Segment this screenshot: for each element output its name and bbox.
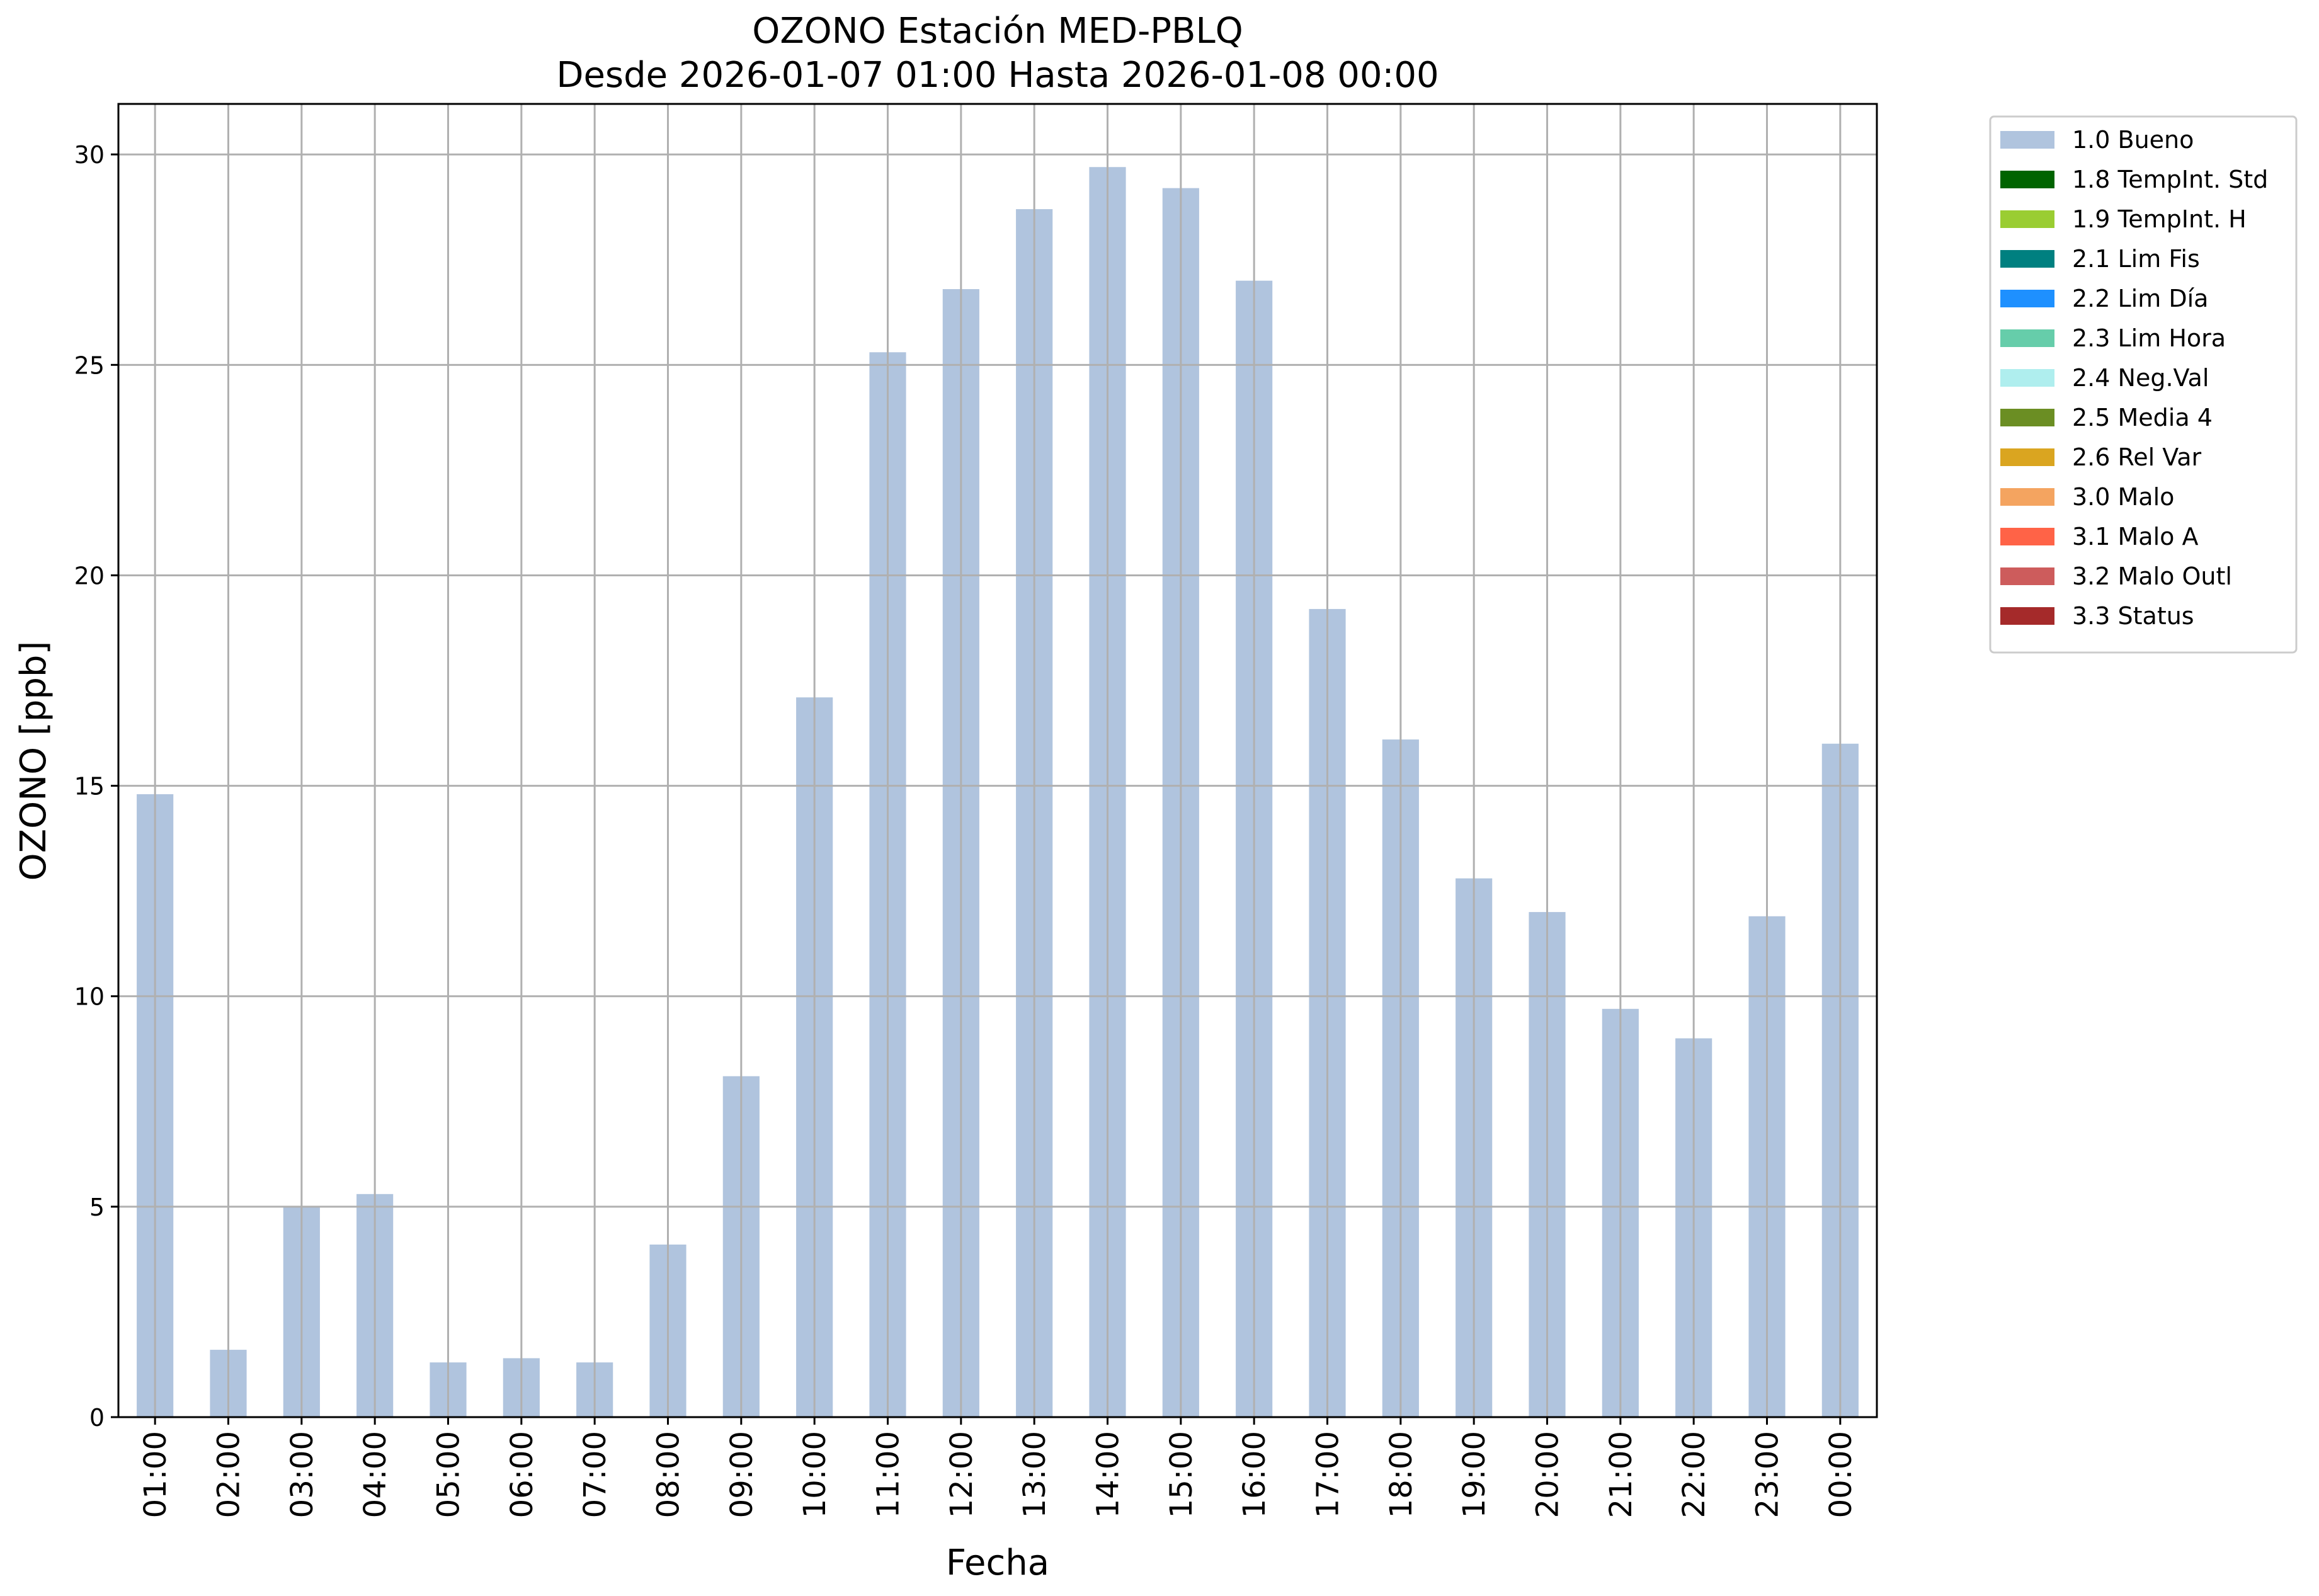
legend-item-label: 2.4 Neg.Val xyxy=(2072,364,2209,392)
x-tick-label: 01:00 xyxy=(138,1431,173,1518)
y-tick-label: 0 xyxy=(89,1404,105,1432)
legend-item-label: 2.2 Lim Día xyxy=(2072,285,2208,312)
legend-swatch xyxy=(2000,171,2054,188)
legend-swatch xyxy=(2000,567,2054,585)
legend-item-label: 3.0 Malo xyxy=(2072,483,2174,511)
x-tick-label: 14:00 xyxy=(1091,1431,1126,1518)
legend-swatch xyxy=(2000,210,2054,228)
x-tick-label: 17:00 xyxy=(1311,1431,1346,1518)
legend-swatch xyxy=(2000,250,2054,268)
x-tick-label: 21:00 xyxy=(1604,1431,1639,1518)
x-tick-label: 10:00 xyxy=(797,1431,833,1518)
legend-item-label: 2.1 Lim Fis xyxy=(2072,245,2200,273)
y-axis-label: OZONO [ppb] xyxy=(13,641,54,881)
chart-title: OZONO Estación MED-PBLQ xyxy=(752,11,1243,52)
legend-item-label: 2.3 Lim Hora xyxy=(2072,324,2226,352)
x-tick-label: 09:00 xyxy=(724,1431,760,1518)
x-tick-label: 07:00 xyxy=(578,1431,613,1518)
x-tick-label: 16:00 xyxy=(1237,1431,1272,1518)
legend-item-label: 3.1 Malo A xyxy=(2072,523,2198,550)
x-tick-label: 12:00 xyxy=(944,1431,979,1518)
legend-item-label: 3.2 Malo Outl xyxy=(2072,562,2232,590)
legend-swatch xyxy=(2000,448,2054,466)
x-tick-label: 05:00 xyxy=(431,1431,467,1518)
legend-swatch xyxy=(2000,607,2054,625)
legend: 1.0 Bueno 1.8 TempInt. Std 1.9 TempInt. H 2… xyxy=(1989,115,2298,654)
x-tick-label: 03:00 xyxy=(285,1431,320,1518)
legend-item-label: 1.9 TempInt. H xyxy=(2072,205,2247,233)
legend-item-label: 2.5 Media 4 xyxy=(2072,404,2213,431)
legend-item-label: 1.8 TempInt. Std xyxy=(2072,166,2268,193)
x-tick-label: 00:00 xyxy=(1823,1431,1859,1518)
legend-swatch xyxy=(2000,131,2054,149)
x-tick-label: 20:00 xyxy=(1530,1431,1566,1518)
x-tick-label: 22:00 xyxy=(1677,1431,1712,1518)
legend-item-label: 1.0 Bueno xyxy=(2072,126,2194,154)
legend-frame xyxy=(1989,115,2298,654)
legend-swatch xyxy=(2000,329,2054,347)
x-tick-label: 13:00 xyxy=(1017,1431,1052,1518)
x-tick-label: 15:00 xyxy=(1164,1431,1199,1518)
legend-swatch xyxy=(2000,528,2054,545)
x-tick-label: 11:00 xyxy=(871,1431,906,1518)
x-tick-label: 02:00 xyxy=(212,1431,247,1518)
legend-swatch xyxy=(2000,409,2054,426)
x-tick-label: 04:00 xyxy=(358,1431,393,1518)
legend-swatch xyxy=(2000,488,2054,506)
x-tick-label: 06:00 xyxy=(504,1431,540,1518)
x-tick-label: 18:00 xyxy=(1384,1431,1419,1518)
y-tick-label: 15 xyxy=(74,773,105,801)
y-tick-label: 30 xyxy=(74,141,105,169)
x-tick-label: 08:00 xyxy=(651,1431,687,1518)
y-tick-label: 5 xyxy=(89,1194,105,1221)
plot-area: 01:00 02:00 03:00 04:00 05:00 06:00 07:00 08:00… xyxy=(74,103,1878,1518)
x-tick-label: 19:00 xyxy=(1457,1431,1492,1518)
axes-frame xyxy=(117,103,1878,1418)
legend-swatch xyxy=(2000,290,2054,307)
legend-item-label: 2.6 Rel Var xyxy=(2072,443,2202,471)
y-tick-label: 25 xyxy=(74,351,105,379)
legend-swatch xyxy=(2000,369,2054,387)
legend-item-label: 3.3 Status xyxy=(2072,602,2194,630)
y-tick-label: 20 xyxy=(74,562,105,590)
x-axis-label: Fecha xyxy=(946,1542,1049,1583)
y-tick-label: 10 xyxy=(74,983,105,1011)
chart-subtitle: Desde 2026-01-07 01:00 Hasta 2026-01-08 … xyxy=(556,55,1439,96)
x-tick-label: 23:00 xyxy=(1750,1431,1786,1518)
